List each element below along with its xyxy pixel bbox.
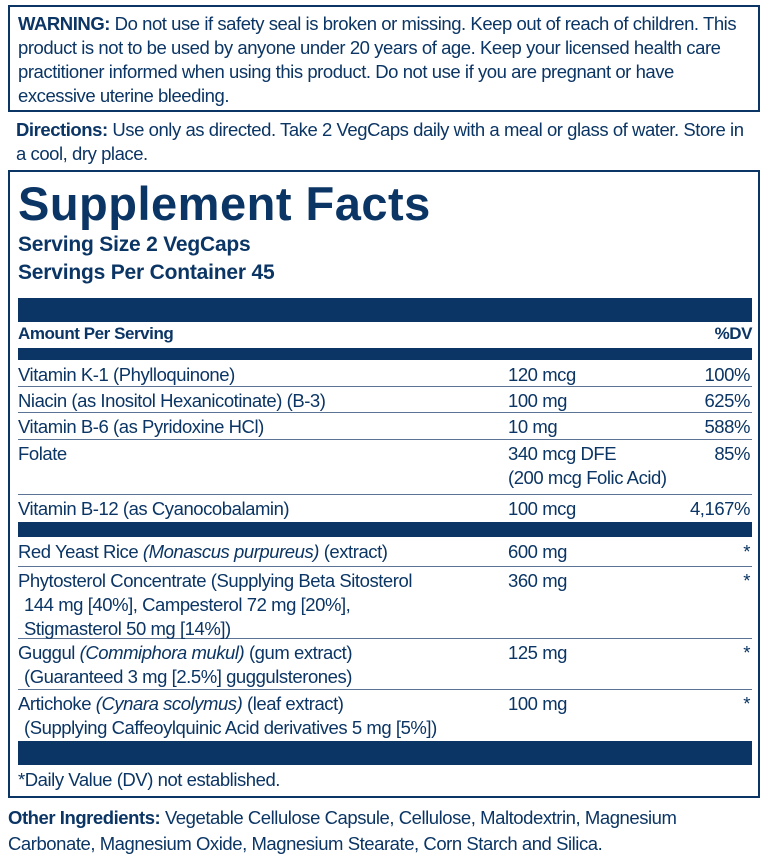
nutrient-name: Vitamin B-6 (as Pyridoxine HCl) — [18, 416, 264, 437]
amount-value: 100 mcg — [508, 498, 576, 519]
thick-divider — [18, 298, 752, 322]
daily-value: 100% — [704, 364, 750, 385]
warning-box: WARNING: Do not use if safety seal is br… — [8, 5, 760, 112]
name-suffix: (extract) — [319, 541, 388, 562]
botanical-name: (Commiphora mukul) — [79, 642, 245, 663]
ingredient-amount: 360 mg — [508, 570, 568, 591]
nutrient-amount: 100 mg — [508, 389, 567, 413]
amount-detail: (200 mcg Folic Acid) — [508, 467, 667, 488]
amount-value: 100 mg — [508, 390, 568, 411]
facts-title: Supplement Facts — [18, 177, 431, 230]
name-text: Artichoke — [18, 693, 96, 714]
nutrient-name: Vitamin B-12 (as Cyanocobalamin) — [18, 498, 290, 519]
thick-divider — [18, 741, 752, 765]
daily-value: * — [743, 570, 750, 591]
table-row: Vitamin K-1 (Phylloquinone) 120 mcg 100% — [18, 361, 752, 387]
other-ingredients-text: Vegetable Cellulose Capsule, Cellulose, … — [8, 807, 677, 854]
botanical-name: (Cynara scolymus) — [95, 693, 243, 714]
daily-value: * — [743, 693, 750, 714]
amount-per-serving-header: Amount Per Serving — [18, 324, 174, 343]
name-text: Phytosterol Concentrate (Supplying Beta … — [18, 570, 412, 591]
daily-value: * — [743, 642, 750, 663]
directions-text: Use only as directed. Take 2 VegCaps dai… — [16, 119, 744, 164]
ingredient-name-line: Artichoke (Cynara scolymus) (leaf extrac… — [18, 692, 538, 716]
directions: Directions: Use only as directed. Take 2… — [16, 118, 756, 166]
medium-divider — [18, 522, 752, 537]
table-row: Red Yeast Rice (Monascus purpureus) (ext… — [18, 538, 752, 567]
nutrient-amount: 120 mcg — [508, 363, 576, 387]
nutrient-amount: 340 mcg DFE (200 mcg Folic Acid) — [508, 442, 667, 490]
table-row: Artichoke (Cynara scolymus) (leaf extrac… — [18, 690, 752, 743]
ingredient-name: Artichoke (Cynara scolymus) (leaf extrac… — [18, 692, 538, 740]
ingredient-detail: 144 mg [40%], Campesterol 72 mg [20%], — [24, 594, 351, 615]
ingredient-amount: 100 mg — [508, 693, 568, 714]
other-ingredients: Other Ingredients: Vegetable Cellulose C… — [8, 805, 763, 857]
warning-text: Do not use if safety seal is broken or m… — [18, 13, 737, 106]
botanical-name: (Monascus purpureus) — [142, 541, 320, 562]
ingredient-detail: Stigmasterol 50 mg [14%]) — [24, 618, 231, 639]
ingredient-name-line: Guggul (Commiphora mukul) (gum extract) — [18, 641, 538, 665]
nutrient-amount: 100 mcg — [508, 497, 576, 521]
serving-size: Serving Size 2 VegCaps — [18, 233, 251, 256]
ingredient-name: Phytosterol Concentrate (Supplying Beta … — [18, 569, 538, 641]
column-header: Amount Per Serving %DV — [18, 324, 752, 344]
name-suffix: (gum extract) — [244, 642, 353, 663]
other-ingredients-label: Other Ingredients: — [8, 807, 161, 828]
name-text: Guggul — [18, 642, 80, 663]
ingredient-name: Guggul (Commiphora mukul) (gum extract)(… — [18, 641, 538, 689]
warning-label: WARNING: — [18, 13, 110, 34]
table-row: Vitamin B-12 (as Cyanocobalamin) 100 mcg 4… — [18, 495, 752, 522]
supplement-facts-panel: Supplement Facts Serving Size 2 VegCaps … — [8, 170, 760, 798]
nutrient-name: Niacin (as Inositol Hexanicotinate) (B-3… — [18, 390, 326, 411]
ingredient-name: Red Yeast Rice (Monascus purpureus) (ext… — [18, 540, 538, 564]
daily-value: 625% — [704, 390, 750, 411]
amount-value: 340 mcg DFE — [508, 443, 617, 464]
table-row: Guggul (Commiphora mukul) (gum extract)(… — [18, 639, 752, 690]
ingredient-amount: 125 mg — [508, 642, 568, 663]
amount-value: 10 mg — [508, 416, 558, 437]
daily-value: * — [743, 541, 750, 562]
nutrient-amount: 10 mg — [508, 415, 558, 439]
table-row: Vitamin B-6 (as Pyridoxine HCl) 10 mg 588% — [18, 413, 752, 440]
medium-divider — [18, 348, 752, 360]
amount-value: 120 mcg — [508, 364, 576, 385]
daily-value: 4,167% — [689, 498, 750, 519]
ingredient-amount: 600 mg — [508, 541, 568, 562]
ingredient-detail: (Supplying Caffeoylquinic Acid derivativ… — [24, 717, 437, 738]
daily-value: 588% — [704, 416, 750, 437]
table-row: Phytosterol Concentrate (Supplying Beta … — [18, 567, 752, 639]
ingredient-name-line: Red Yeast Rice (Monascus purpureus) (ext… — [18, 540, 538, 564]
servings-per-container: Servings Per Container 45 — [18, 261, 275, 284]
ingredient-detail: (Guaranteed 3 mg [2.5%] guggulsterones) — [24, 666, 352, 687]
dv-header: %DV — [714, 324, 753, 343]
name-text: Red Yeast Rice — [18, 541, 143, 562]
nutrient-name: Vitamin K-1 (Phylloquinone) — [18, 364, 235, 385]
name-suffix: (leaf extract) — [242, 693, 344, 714]
directions-label: Directions: — [16, 119, 108, 140]
footnote: *Daily Value (DV) not established. — [18, 769, 280, 790]
table-row: Folate 340 mcg DFE (200 mcg Folic Acid) 85% — [18, 440, 752, 495]
ingredient-name-line: Phytosterol Concentrate (Supplying Beta … — [18, 569, 538, 593]
table-row: Niacin (as Inositol Hexanicotinate) (B-3… — [18, 387, 752, 413]
nutrient-name: Folate — [18, 443, 67, 464]
daily-value: 85% — [714, 443, 750, 464]
